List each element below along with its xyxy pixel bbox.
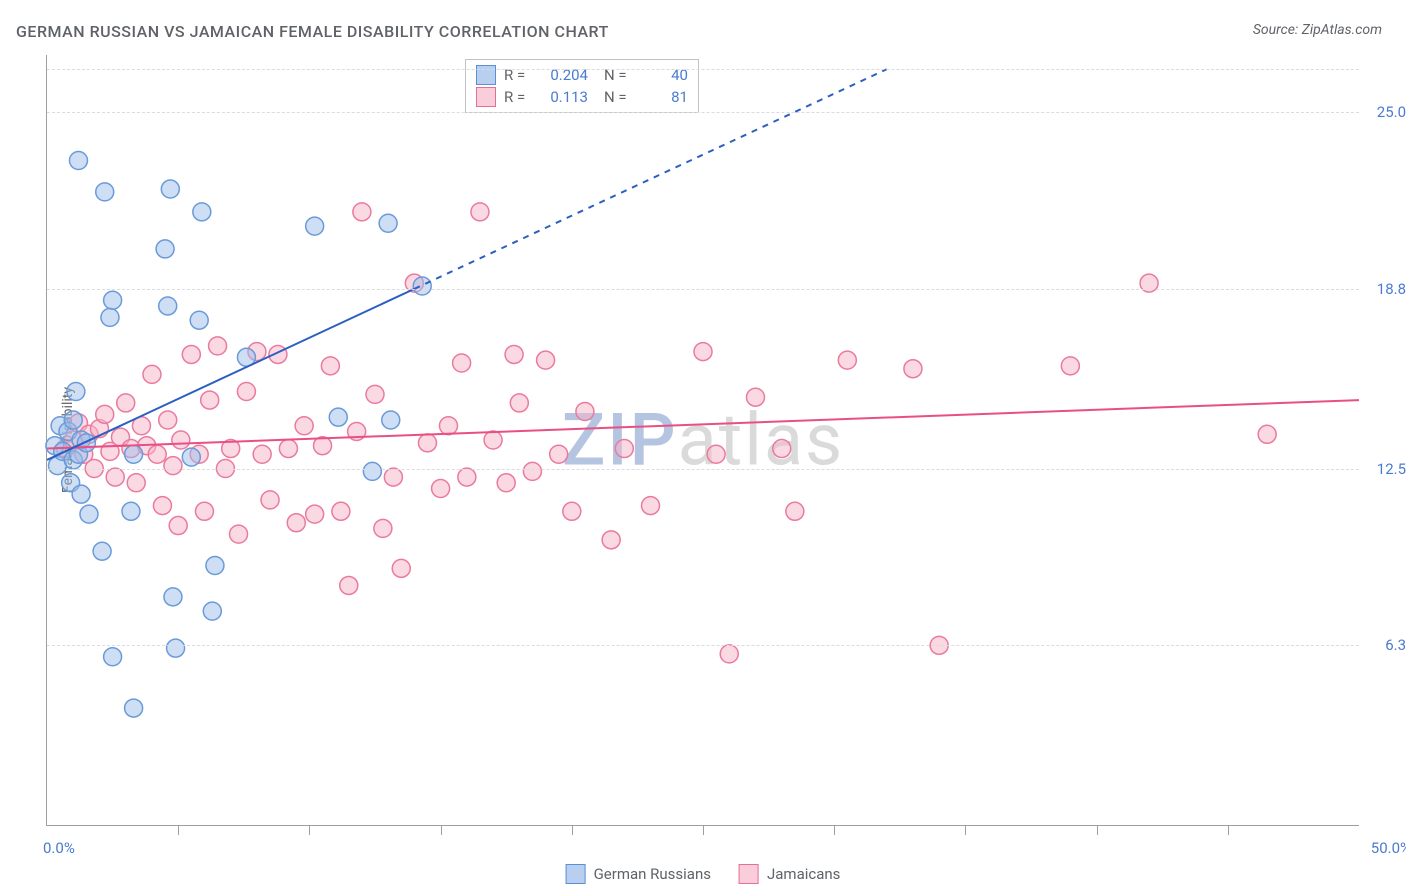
y-tick-label: 6.3% <box>1385 636 1406 654</box>
legend-item-series1: German Russians <box>566 864 711 884</box>
x-axis-max-label: 50.0% <box>1371 839 1406 857</box>
source-attribution: Source: ZipAtlas.com <box>1253 22 1382 38</box>
y-tick-label: 18.8% <box>1377 280 1406 298</box>
chart-plot-area: Female Disability ZIPatlas R = 0.204 N =… <box>46 55 1359 826</box>
series-legend: German Russians Jamaicans <box>566 864 841 884</box>
scatter-svg <box>47 55 1359 825</box>
y-tick-label: 12.5% <box>1377 460 1406 478</box>
y-tick-label: 25.0% <box>1377 103 1406 121</box>
swatch-blue-icon <box>566 864 586 884</box>
swatch-pink-icon <box>739 864 759 884</box>
chart-title: GERMAN RUSSIAN VS JAMAICAN FEMALE DISABI… <box>16 22 609 41</box>
legend-item-series2: Jamaicans <box>739 864 840 884</box>
x-axis-min-label: 0.0% <box>43 839 75 857</box>
